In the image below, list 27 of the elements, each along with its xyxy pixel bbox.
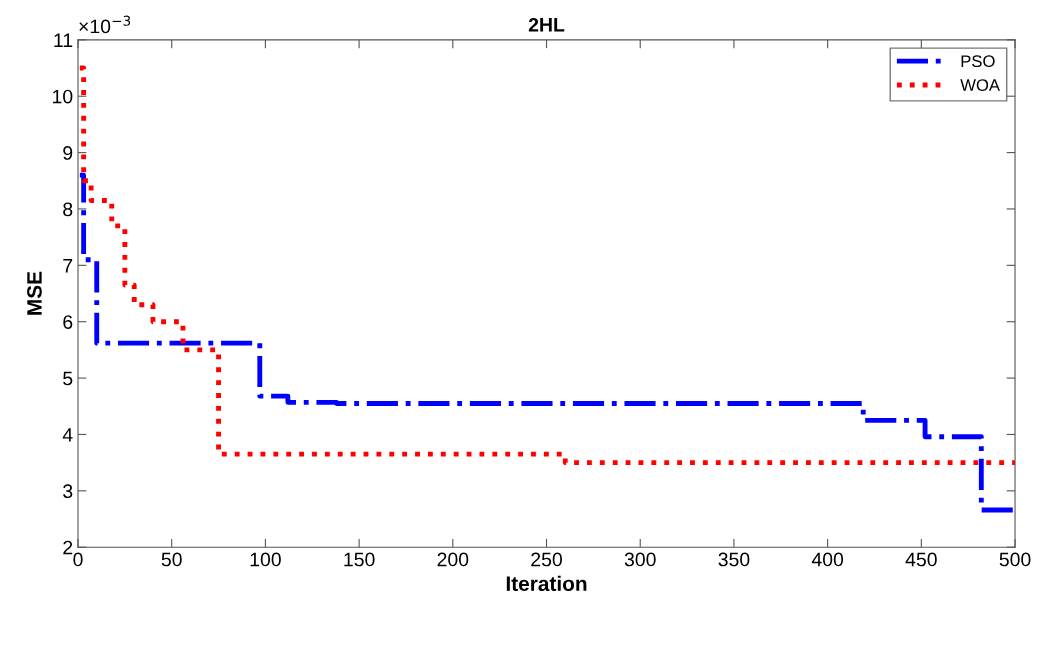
y-tick-label: 2 (63, 540, 73, 555)
x-tick-label: 250 (531, 552, 562, 567)
x-tick-label: 350 (718, 552, 750, 567)
x-tick-label: 400 (811, 552, 844, 567)
chart-title: 2HL (528, 17, 565, 32)
y-tick-label: 4 (62, 428, 73, 442)
x-axis-title: Iteration (506, 575, 587, 592)
y-tick-label: 8 (63, 202, 73, 217)
y-tick-label: 11 (54, 33, 73, 47)
y-tick-label: 9 (63, 146, 73, 160)
y-axis-title: MSE (27, 271, 42, 315)
x-tick-label: 500 (999, 552, 1031, 567)
y-tick-label: 10 (53, 89, 73, 104)
x-tick-label: 150 (344, 552, 375, 567)
y-tick-label: 7 (63, 259, 73, 273)
x-tick-label: 100 (250, 552, 281, 567)
x-tick-label: 200 (437, 552, 469, 567)
x-tick-label: 450 (905, 552, 937, 567)
text: ×10$^{−3}$ (79, 15, 131, 34)
y-tick-label: 6 (63, 315, 73, 329)
x-tick-label: 0 (73, 552, 83, 567)
y-tick-label: 3 (63, 484, 73, 499)
x-tick-label: 300 (624, 552, 656, 567)
x-tick-label: 50 (161, 552, 182, 567)
y-tick-label: 5 (63, 371, 73, 386)
legend-label: PSO (961, 55, 995, 68)
legend-label: WOA (960, 79, 1001, 91)
